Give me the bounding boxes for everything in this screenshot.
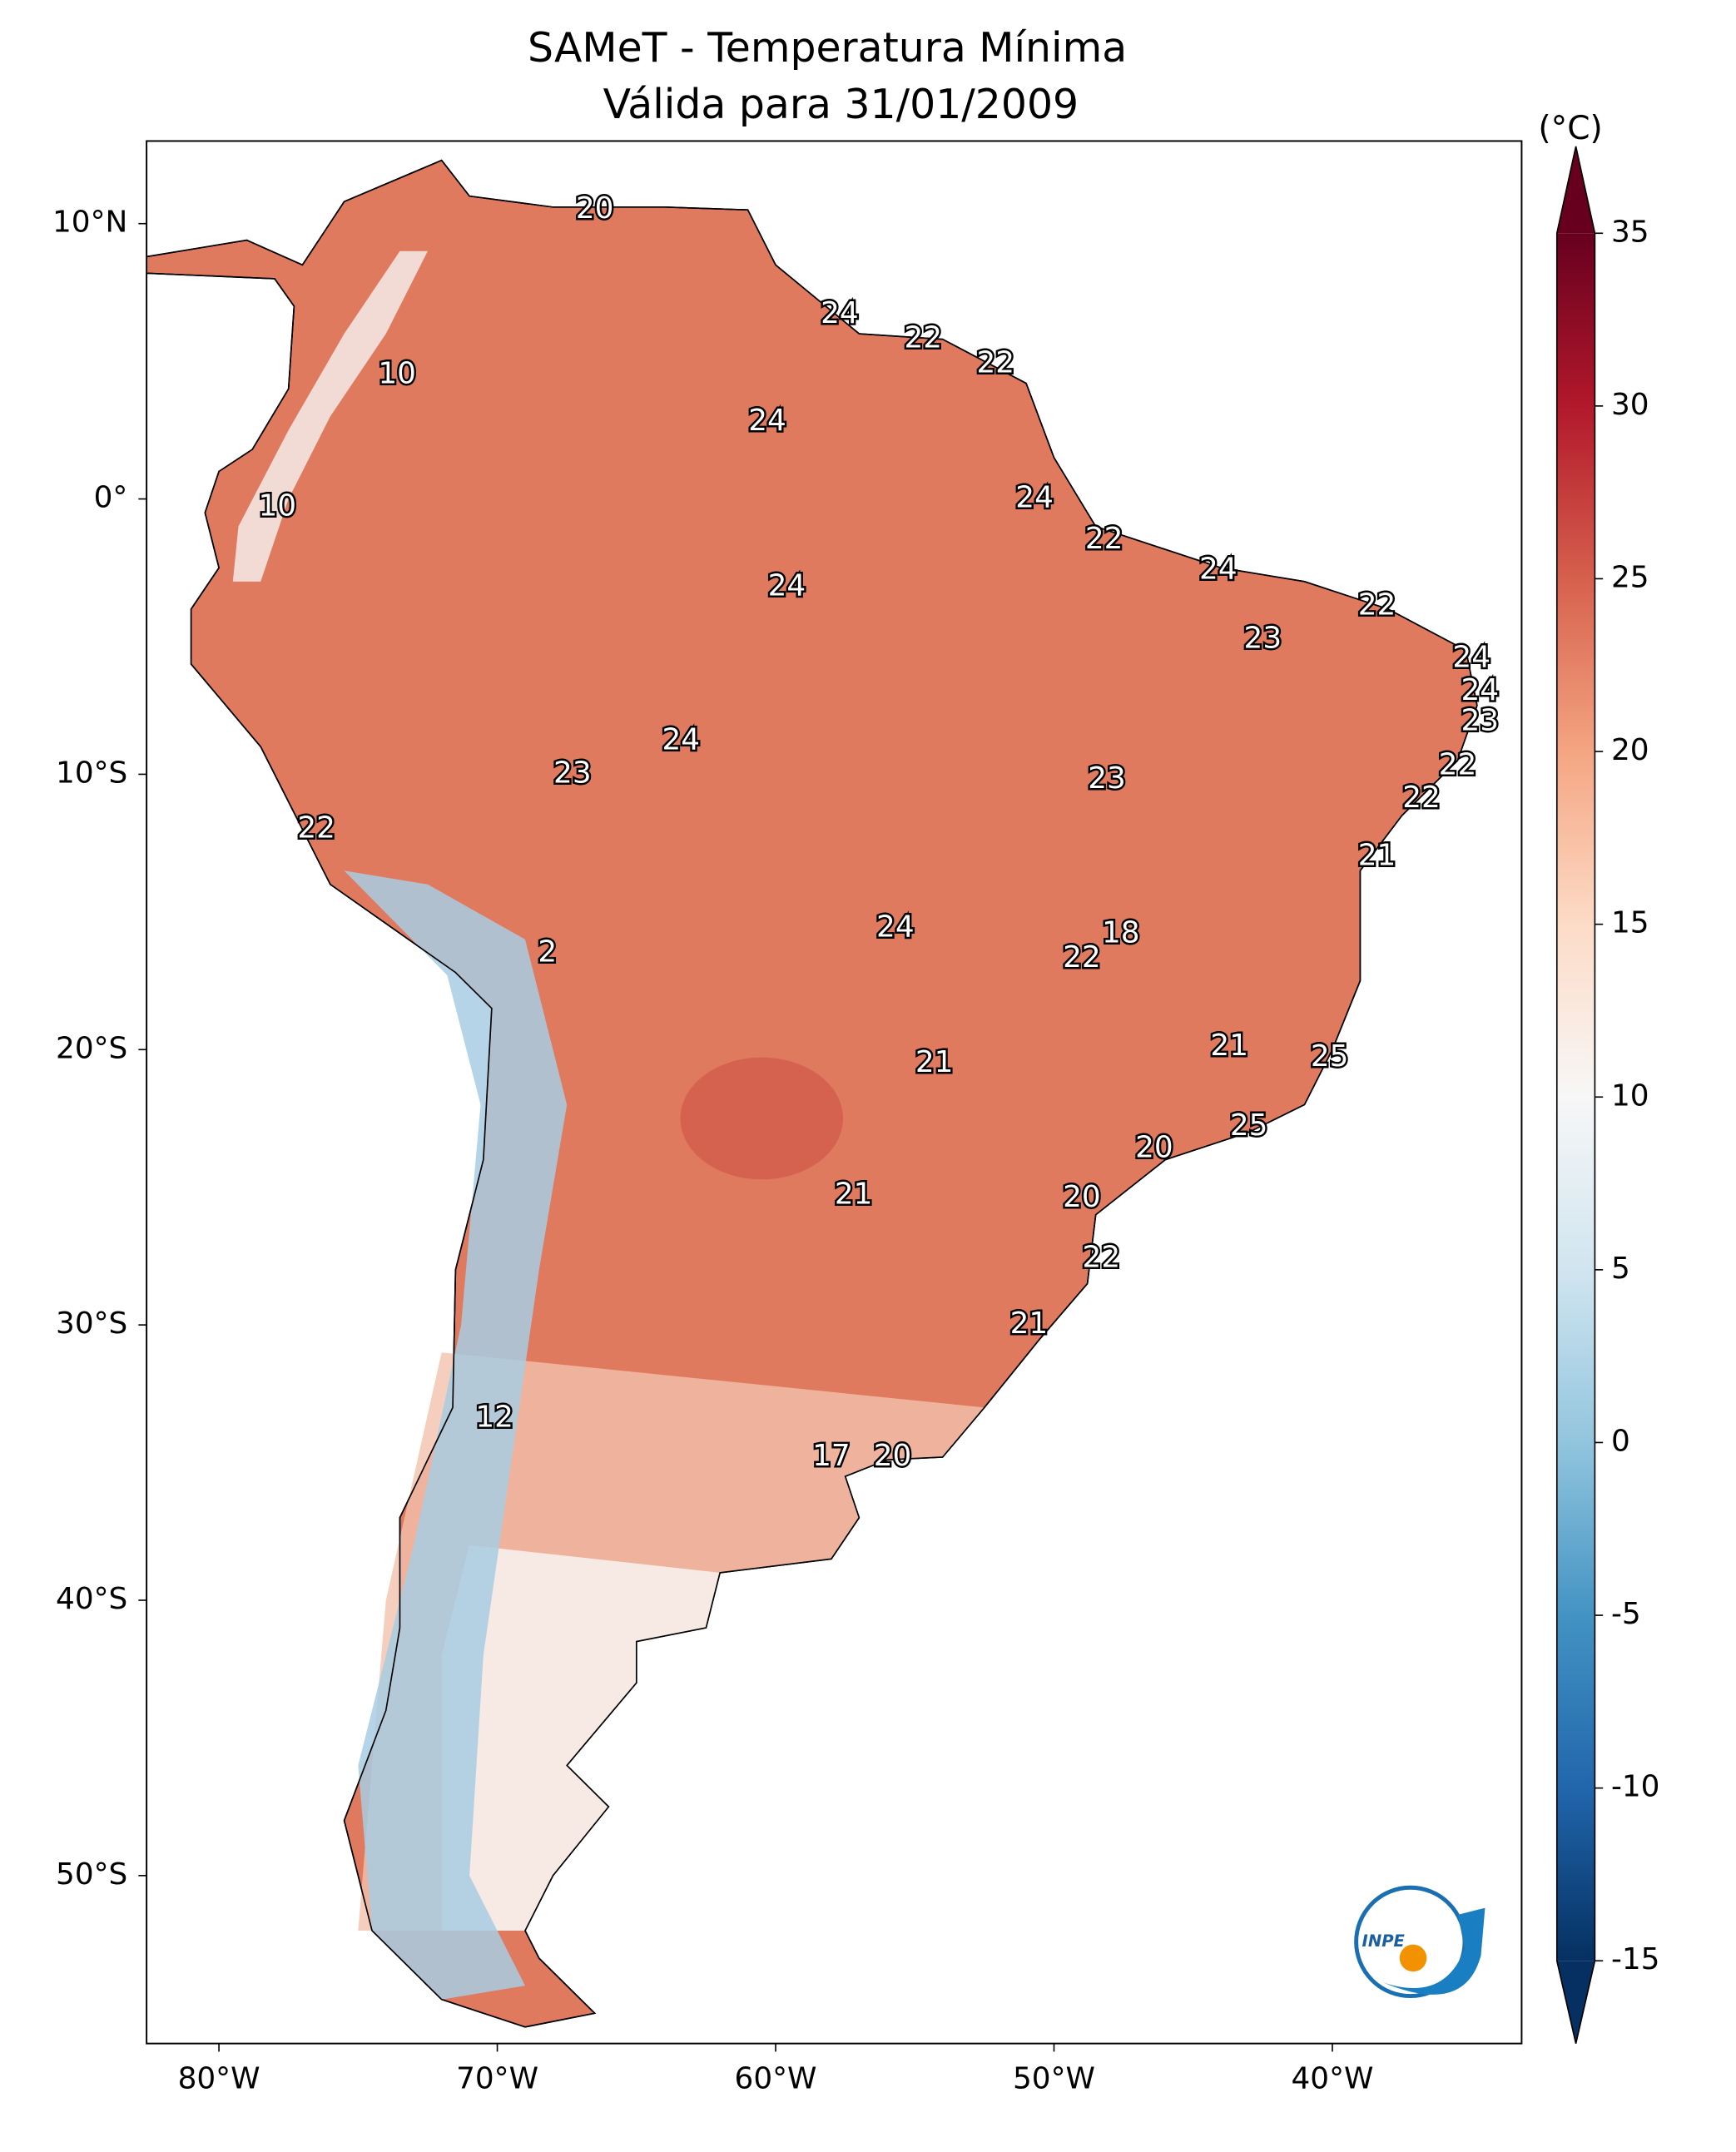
colorbar-tick-label: 5 bbox=[1611, 1252, 1630, 1286]
temperature-label: 22 bbox=[1085, 522, 1123, 556]
y-tick-label: 10°S bbox=[56, 756, 127, 790]
colorbar-tick-label: -5 bbox=[1611, 1597, 1641, 1631]
colorbar-unit: (°C) bbox=[1538, 110, 1602, 147]
colorbar-tick-label: 15 bbox=[1611, 906, 1649, 940]
temperature-label: 17 bbox=[812, 1439, 851, 1473]
temperature-label: 24 bbox=[1461, 673, 1499, 707]
x-tick-label: 50°W bbox=[1013, 2062, 1095, 2096]
temperature-label: 20 bbox=[874, 1439, 912, 1473]
colorbar-tick-label: 30 bbox=[1611, 388, 1649, 422]
temperature-label: 10 bbox=[259, 488, 297, 523]
temperature-label: 23 bbox=[1244, 621, 1282, 655]
temperature-label: 25 bbox=[1230, 1108, 1268, 1143]
temperature-label: 24 bbox=[876, 910, 915, 945]
x-tick-label: 70°W bbox=[456, 2062, 538, 2096]
temperature-label: 21 bbox=[1358, 839, 1396, 873]
x-tick-label: 80°W bbox=[178, 2062, 260, 2096]
temperature-label: 18 bbox=[1102, 915, 1140, 950]
colorbar-tick-label: 25 bbox=[1611, 560, 1649, 594]
temperature-label: 20 bbox=[1063, 1180, 1101, 1214]
temperature-label: 24 bbox=[748, 404, 786, 438]
land-outline bbox=[146, 159, 1478, 2028]
y-tick-label: 30°S bbox=[56, 1307, 127, 1341]
temperature-label: 24 bbox=[1015, 481, 1054, 515]
temperature-label: 24 bbox=[1199, 553, 1238, 587]
colorbar-tick-label: 35 bbox=[1611, 215, 1649, 249]
temperature-label: 23 bbox=[1461, 704, 1499, 738]
logo-swoosh bbox=[1383, 1907, 1486, 1995]
temperature-label: 20 bbox=[576, 191, 614, 226]
temperature-label: 2 bbox=[538, 935, 557, 969]
map-title: SAMeT - Temperatura Mínima bbox=[528, 24, 1127, 72]
patagonia bbox=[441, 1545, 721, 1931]
temperature-label: 22 bbox=[904, 321, 942, 355]
colorbar-tick-label: 0 bbox=[1611, 1424, 1630, 1458]
y-tick-label: 20°S bbox=[56, 1031, 127, 1065]
temperature-label: 24 bbox=[1452, 640, 1490, 674]
temperature-label: 22 bbox=[1083, 1241, 1121, 1275]
temperature-label: 21 bbox=[915, 1045, 954, 1079]
temperature-label: 24 bbox=[768, 568, 806, 602]
temperature-label: 24 bbox=[821, 296, 859, 330]
colorbar-max bbox=[1556, 146, 1595, 234]
temperature-label: 12 bbox=[475, 1401, 513, 1435]
temperature-label: 22 bbox=[1402, 781, 1441, 815]
temperature-label: 21 bbox=[1210, 1029, 1248, 1063]
map-frame bbox=[146, 140, 1523, 2045]
temperature-label: 10 bbox=[378, 357, 416, 391]
temperature-label: 22 bbox=[976, 345, 1014, 379]
y-tick-label: 10°N bbox=[52, 206, 127, 240]
x-tick-label: 60°W bbox=[735, 2062, 817, 2096]
inpe-logo: INPE bbox=[1354, 1885, 1486, 1999]
chaco-hot bbox=[680, 1057, 844, 1180]
colorbar-tick-label: -15 bbox=[1611, 1942, 1660, 1976]
logo-text: INPE bbox=[1362, 1931, 1406, 1951]
temperature-label: 22 bbox=[297, 811, 335, 845]
north-andes bbox=[232, 250, 428, 582]
temperature-label: 23 bbox=[553, 756, 592, 790]
colorbar-min bbox=[1556, 1961, 1595, 2044]
y-tick-label: 0° bbox=[94, 481, 128, 515]
colorbar-tick-label: 20 bbox=[1611, 733, 1649, 767]
map-subtitle: Válida para 31/01/2009 bbox=[603, 81, 1079, 128]
temperature-label: 22 bbox=[1358, 588, 1396, 622]
x-tick-label: 40°W bbox=[1292, 2062, 1374, 2096]
temperature-label: 24 bbox=[662, 723, 701, 757]
colorbar-tick-label: 10 bbox=[1611, 1078, 1649, 1113]
temperature-label: 25 bbox=[1311, 1039, 1349, 1074]
andes bbox=[344, 870, 568, 2000]
temperature-label: 21 bbox=[835, 1178, 873, 1212]
logo-dot bbox=[1399, 1944, 1427, 1972]
y-tick-label: 40°S bbox=[56, 1582, 127, 1616]
temperature-label: 22 bbox=[1063, 940, 1101, 974]
colorbar bbox=[1556, 233, 1595, 1961]
temperature-label: 22 bbox=[1439, 747, 1477, 781]
colorbar-tick-label: -10 bbox=[1611, 1770, 1660, 1804]
temperature-label: 21 bbox=[1010, 1307, 1049, 1341]
temperature-label: 23 bbox=[1088, 761, 1126, 796]
y-tick-label: 50°S bbox=[56, 1857, 127, 1892]
temperature-label: 20 bbox=[1135, 1130, 1173, 1164]
